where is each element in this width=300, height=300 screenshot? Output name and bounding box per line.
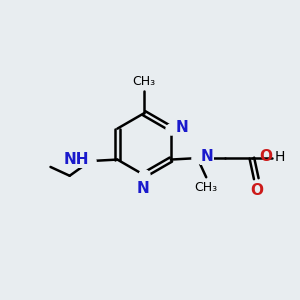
Text: O: O — [260, 149, 272, 164]
Text: CH₃: CH₃ — [195, 181, 218, 194]
Text: O: O — [250, 183, 263, 198]
Text: CH₃: CH₃ — [133, 75, 156, 88]
Text: H: H — [275, 150, 285, 164]
Text: N: N — [136, 181, 149, 196]
Text: N: N — [200, 149, 213, 164]
Text: N: N — [176, 120, 189, 135]
Text: NH: NH — [63, 152, 89, 167]
